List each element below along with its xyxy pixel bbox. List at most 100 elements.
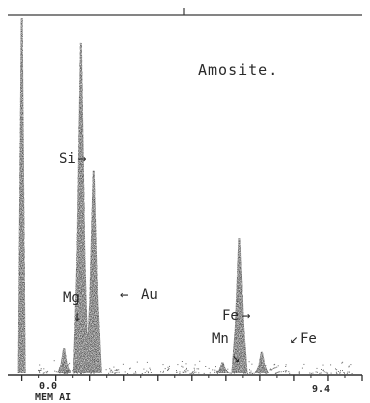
noise-speck bbox=[266, 372, 268, 374]
noise-speck bbox=[76, 372, 78, 374]
noise-speck bbox=[323, 369, 324, 371]
fe-arrow-icon: → bbox=[242, 308, 250, 324]
noise-speck bbox=[40, 368, 42, 370]
noise-speck bbox=[150, 372, 152, 373]
noise-speck bbox=[43, 368, 45, 370]
noise-speck bbox=[184, 370, 185, 372]
noise-speck bbox=[193, 367, 195, 369]
fe-kb-arrow-icon: ↙ bbox=[290, 331, 298, 347]
noise-speck bbox=[105, 369, 107, 371]
noise-speck bbox=[167, 369, 169, 371]
noise-speck bbox=[78, 370, 80, 372]
noise-speck bbox=[39, 364, 41, 366]
fe-kb-label: Fe bbox=[300, 331, 317, 347]
noise-speck bbox=[341, 362, 343, 364]
noise-speck bbox=[136, 361, 138, 363]
noise-speck bbox=[350, 364, 352, 366]
noise-speck bbox=[336, 373, 338, 374]
noise-speck bbox=[72, 370, 74, 372]
noise-speck bbox=[298, 372, 300, 374]
noise-speck bbox=[78, 364, 79, 366]
noise-speck bbox=[230, 372, 232, 374]
noise-speck bbox=[83, 372, 85, 374]
noise-speck bbox=[189, 372, 191, 374]
noise-speck bbox=[67, 371, 69, 373]
noise-speck bbox=[265, 365, 267, 367]
noise-speck bbox=[192, 371, 194, 372]
noise-speck bbox=[319, 372, 321, 374]
noise-speck bbox=[47, 370, 49, 372]
noise-speck bbox=[248, 361, 250, 363]
noise-speck bbox=[233, 371, 235, 373]
chart-title: Amosite. bbox=[198, 61, 278, 79]
noise-speck bbox=[277, 365, 279, 367]
noise-speck bbox=[340, 370, 341, 372]
noise-speck bbox=[42, 372, 44, 374]
noise-speck bbox=[244, 371, 245, 373]
noise-speck bbox=[75, 367, 77, 369]
noise-speck bbox=[66, 372, 68, 374]
noise-speck bbox=[198, 368, 200, 370]
noise-speck bbox=[93, 372, 95, 374]
noise-speck bbox=[45, 371, 47, 373]
noise-speck bbox=[43, 372, 45, 374]
noise-speck bbox=[113, 366, 115, 368]
noise-speck bbox=[162, 364, 164, 366]
noise-speck bbox=[179, 371, 181, 373]
noise-speck bbox=[289, 372, 291, 374]
noise-speck bbox=[347, 371, 349, 373]
noise-speck bbox=[182, 371, 184, 373]
noise-speck bbox=[344, 372, 345, 374]
noise-speck bbox=[75, 371, 77, 373]
noise-speck bbox=[82, 370, 83, 372]
noise-speck bbox=[90, 373, 92, 374]
noise-speck bbox=[187, 370, 189, 372]
noise-speck bbox=[191, 372, 193, 374]
noise-speck bbox=[249, 369, 250, 371]
noise-speck bbox=[339, 372, 341, 374]
noise-speck bbox=[330, 372, 332, 374]
peak-fe-5 bbox=[231, 238, 248, 373]
noise-speck bbox=[193, 372, 195, 374]
noise-speck bbox=[82, 368, 84, 370]
noise-speck bbox=[160, 371, 162, 373]
spectrum-peaks bbox=[17, 18, 269, 373]
noise-speck bbox=[348, 365, 350, 367]
noise-speck bbox=[64, 372, 65, 374]
noise-speck bbox=[115, 372, 116, 374]
noise-speck bbox=[40, 369, 42, 371]
noise-speck bbox=[146, 370, 148, 372]
fe-annotation: Fe → bbox=[222, 308, 250, 324]
peak-mg-1 bbox=[57, 348, 72, 373]
noise-speck bbox=[277, 371, 279, 373]
noise-speck bbox=[75, 364, 77, 366]
noise-speck bbox=[250, 372, 252, 374]
noise-speck bbox=[55, 371, 57, 373]
noise-speck bbox=[185, 363, 187, 365]
noise-speck bbox=[124, 371, 126, 373]
mg-annotation: Mg ↓ bbox=[63, 290, 81, 325]
noise-speck bbox=[114, 369, 116, 371]
noise-speck bbox=[109, 371, 111, 373]
noise-speck bbox=[194, 364, 196, 366]
noise-speck bbox=[150, 369, 151, 371]
noise-speck bbox=[185, 370, 187, 372]
noise-speck bbox=[205, 366, 207, 367]
noise-speck bbox=[92, 370, 94, 372]
noise-speck bbox=[66, 370, 68, 372]
noise-speck bbox=[316, 367, 318, 369]
noise-speck bbox=[236, 371, 237, 373]
noise-speck bbox=[335, 371, 337, 373]
noise-speck bbox=[168, 368, 170, 370]
noise-speck bbox=[250, 370, 252, 372]
noise-speck bbox=[176, 370, 177, 372]
noise-speck bbox=[339, 371, 341, 373]
noise-speck bbox=[116, 372, 118, 373]
noise-speck bbox=[288, 371, 290, 373]
noise-speck bbox=[215, 370, 217, 372]
noise-speck bbox=[196, 368, 198, 370]
noise-speck bbox=[80, 373, 82, 374]
noise-speck bbox=[216, 371, 218, 373]
noise-speck bbox=[39, 370, 41, 371]
